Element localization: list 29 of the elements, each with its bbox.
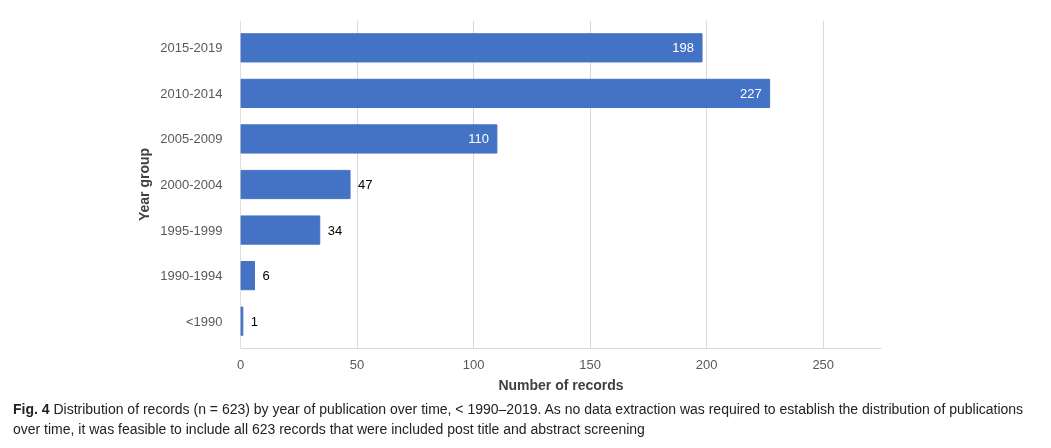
data-label: 227 <box>739 85 762 101</box>
data-label: 6 <box>262 268 270 284</box>
x-tick-label: 100 <box>462 356 485 372</box>
x-axis-title: Number of records <box>498 376 624 393</box>
x-tick-label: 50 <box>349 356 365 372</box>
y-tick-label: 1990-1994 <box>160 268 223 284</box>
y-tick-label: <1990 <box>185 313 223 329</box>
data-label: 110 <box>468 131 489 147</box>
data-label: 34 <box>327 222 343 238</box>
x-tick-label: 150 <box>579 356 601 372</box>
x-tick-label: 0 <box>236 356 245 372</box>
y-tick-label: 2015-2019 <box>160 40 223 56</box>
y-tick-label: 2005-2009 <box>160 131 223 147</box>
data-label: 198 <box>672 40 695 56</box>
bar <box>240 78 771 109</box>
x-tick-label: 250 <box>812 356 835 372</box>
y-tick-label: 1995-1999 <box>160 222 223 238</box>
y-tick-label: 2010-2014 <box>160 85 223 101</box>
bar <box>240 260 255 291</box>
x-tick-label: 200 <box>695 356 718 372</box>
caption: Fig. 4 Distribution of records (n = 623) by year of publication over time, < 1990–2019. As no data extraction was required to establish the distribution of publications over time, it was feasible to include all 623 records that were included post title and abstract screening <box>13 400 1025 439</box>
bar <box>240 124 498 154</box>
data-label: 47 <box>358 177 373 192</box>
data-label: 1 <box>250 313 259 329</box>
bar <box>240 33 703 63</box>
bar <box>240 215 321 245</box>
bar <box>240 169 351 200</box>
y-axis-title: Year group <box>136 147 153 222</box>
y-tick-label: 2000-2004 <box>160 177 223 192</box>
